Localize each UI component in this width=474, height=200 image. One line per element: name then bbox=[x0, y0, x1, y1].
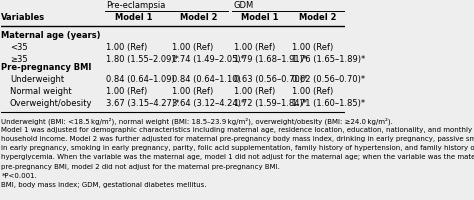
Text: Model 1: Model 1 bbox=[115, 13, 153, 22]
Text: Model 1 was adjusted for demographic characteristics including maternal age, res: Model 1 was adjusted for demographic cha… bbox=[1, 126, 473, 132]
Text: household income. Model 2 was further adjusted for maternal pre-pregnancy body m: household income. Model 2 was further ad… bbox=[1, 135, 474, 141]
Text: 0.84 (0.64–1.09): 0.84 (0.64–1.09) bbox=[106, 74, 175, 83]
Text: Model 1: Model 1 bbox=[241, 13, 278, 22]
Text: 1.00 (Ref): 1.00 (Ref) bbox=[106, 43, 147, 52]
Text: Model 2: Model 2 bbox=[299, 13, 337, 22]
Text: 3.67 (3.15–4.27)*: 3.67 (3.15–4.27)* bbox=[106, 98, 180, 107]
Text: Pre-eclampsia: Pre-eclampsia bbox=[106, 1, 166, 10]
Text: 0.62 (0.56–0.70)*: 0.62 (0.56–0.70)* bbox=[292, 74, 365, 83]
Text: Variables: Variables bbox=[1, 13, 46, 22]
Text: 1.80 (1.55–2.09)*: 1.80 (1.55–2.09)* bbox=[106, 55, 179, 64]
Text: 1.00 (Ref): 1.00 (Ref) bbox=[172, 43, 213, 52]
Text: BMI, body mass index; GDM, gestational diabetes mellitus.: BMI, body mass index; GDM, gestational d… bbox=[1, 181, 207, 187]
Text: 1.72 (1.59–1.84)*: 1.72 (1.59–1.84)* bbox=[234, 98, 307, 107]
Text: hyperglycemia. When the variable was the maternal age, model 1 did not adjust fo: hyperglycemia. When the variable was the… bbox=[1, 154, 474, 160]
Text: Underweight (BMI: <18.5 kg/m²), normal weight (BMI: 18.5–23.9 kg/m²), overweight: Underweight (BMI: <18.5 kg/m²), normal w… bbox=[1, 117, 393, 125]
Text: Overweight/obesity: Overweight/obesity bbox=[10, 98, 92, 107]
Text: Model 2: Model 2 bbox=[181, 13, 218, 22]
Text: 1.00 (Ref): 1.00 (Ref) bbox=[234, 43, 275, 52]
Text: 1.00 (Ref): 1.00 (Ref) bbox=[106, 86, 147, 95]
Text: Underweight: Underweight bbox=[10, 74, 64, 83]
Text: 0.84 (0.64–1.10): 0.84 (0.64–1.10) bbox=[172, 74, 240, 83]
Text: 1.74 (1.49–2.05)*: 1.74 (1.49–2.05)* bbox=[172, 55, 245, 64]
Text: 1.00 (Ref): 1.00 (Ref) bbox=[292, 43, 333, 52]
Text: 1.00 (Ref): 1.00 (Ref) bbox=[234, 86, 275, 95]
Text: *P<0.001.: *P<0.001. bbox=[1, 172, 37, 178]
Text: 1.00 (Ref): 1.00 (Ref) bbox=[172, 86, 213, 95]
Text: in early pregnancy, smoking in early pregnancy, parity, folic acid supplementati: in early pregnancy, smoking in early pre… bbox=[1, 145, 474, 151]
Text: 1.00 (Ref): 1.00 (Ref) bbox=[292, 86, 333, 95]
Text: 1.79 (1.68–1.91)*: 1.79 (1.68–1.91)* bbox=[234, 55, 307, 64]
Text: 1.71 (1.60–1.85)*: 1.71 (1.60–1.85)* bbox=[292, 98, 365, 107]
Text: Maternal age (years): Maternal age (years) bbox=[1, 31, 101, 40]
Text: Normal weight: Normal weight bbox=[10, 86, 72, 95]
Text: ≥35: ≥35 bbox=[10, 55, 27, 64]
Text: 3.64 (3.12–4.24)*: 3.64 (3.12–4.24)* bbox=[172, 98, 245, 107]
Text: 0.63 (0.56–0.70)*: 0.63 (0.56–0.70)* bbox=[234, 74, 307, 83]
Text: <35: <35 bbox=[10, 43, 27, 52]
Text: GDM: GDM bbox=[234, 1, 254, 10]
Text: 1.76 (1.65–1.89)*: 1.76 (1.65–1.89)* bbox=[292, 55, 365, 64]
Text: Pre-pregnancy BMI: Pre-pregnancy BMI bbox=[1, 62, 92, 71]
Text: pre-pregnancy BMI, model 2 did not adjust for the maternal pre-pregnancy BMI.: pre-pregnancy BMI, model 2 did not adjus… bbox=[1, 163, 280, 169]
